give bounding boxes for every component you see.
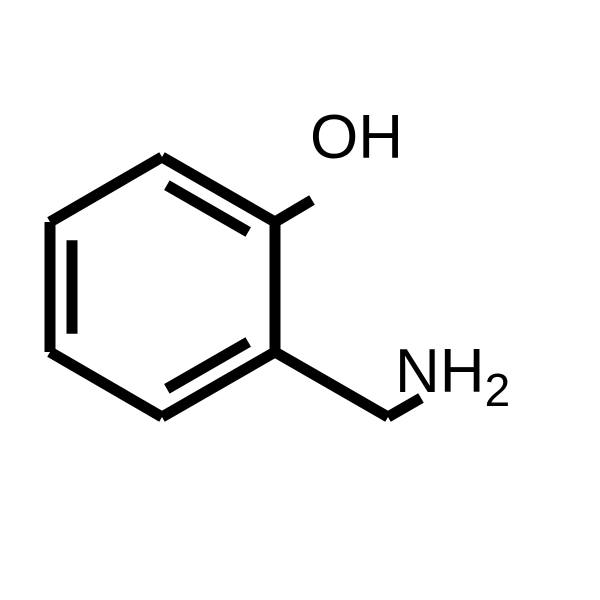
atom-label: NH2 (395, 337, 510, 416)
molecule-diagram: OH NH2 (0, 0, 600, 600)
bond (50, 352, 162, 417)
bond (167, 185, 248, 232)
bond (275, 352, 388, 417)
atom-label: OH (310, 103, 403, 172)
bond (50, 157, 162, 222)
bond (167, 342, 248, 389)
bond (275, 200, 312, 222)
